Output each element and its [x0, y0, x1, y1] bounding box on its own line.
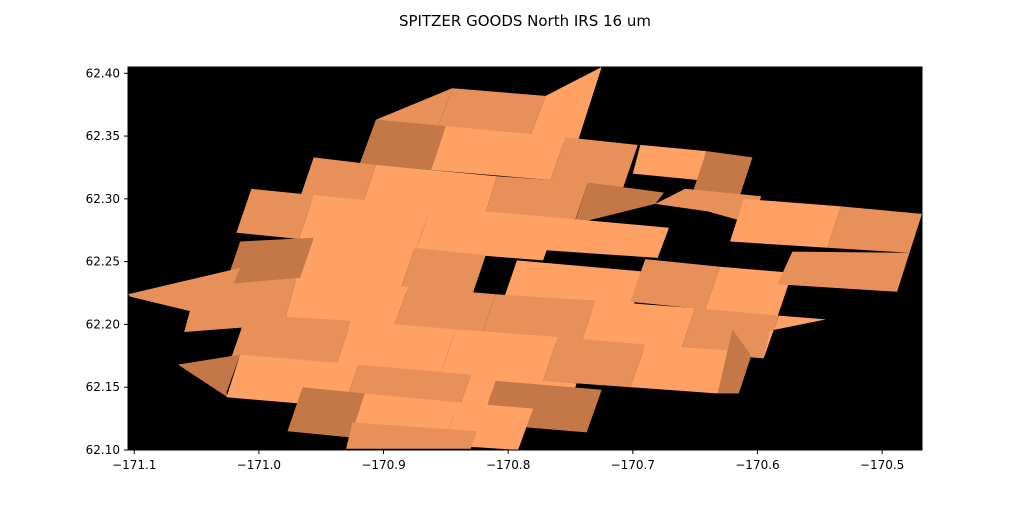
footprint-19: [225, 237, 314, 286]
footprint-34: [231, 314, 352, 365]
footprint-20: [298, 237, 415, 292]
footprint-40: [177, 354, 241, 398]
footprint-33: [763, 315, 826, 359]
footprint-31: [580, 300, 696, 353]
footprint-11: [574, 182, 664, 224]
footprint-32: [680, 308, 779, 359]
x-tick-label: −170.7: [611, 458, 655, 472]
footprint-24: [705, 266, 793, 317]
footprint-layer: [128, 67, 922, 450]
footprint-0: [435, 88, 546, 139]
footprint-38: [630, 344, 733, 394]
footprint-36: [440, 329, 558, 381]
footprint-18: [827, 206, 922, 253]
y-tick-label: 62.30: [86, 192, 120, 206]
x-tick-label: −170.6: [735, 458, 779, 472]
footprint-14: [298, 195, 431, 251]
footprint-29: [392, 286, 496, 337]
footprint-37: [543, 337, 646, 388]
y-tick-label: 62.15: [86, 380, 120, 394]
x-tick-label: −170.8: [486, 458, 530, 472]
footprint-16: [545, 217, 669, 258]
footprint-23: [630, 259, 721, 310]
footprint-4: [430, 126, 566, 180]
footprint-30: [480, 294, 596, 345]
x-axis: −171.1 −171.0 −170.9 −170.8 −170.7 −170.6 −170…: [112, 450, 904, 472]
footprint-7: [692, 151, 753, 199]
y-tick-label: 62.40: [86, 66, 120, 80]
chart-title: SPITZER GOODS North IRS 16 um: [398, 12, 651, 30]
x-tick-label: −170.5: [860, 458, 904, 472]
y-axis: 62.10 62.15 62.20 62.25 62.30 62.35 62.40: [86, 66, 128, 457]
x-tick-label: −170.9: [361, 458, 405, 472]
footprint-21: [399, 247, 486, 300]
footprint-39: [717, 329, 752, 394]
y-tick-label: 62.35: [86, 129, 120, 143]
plot-frame: [127, 66, 923, 451]
footprint-12: [655, 188, 762, 224]
y-tick-label: 62.20: [86, 317, 120, 331]
footprint-6: [632, 144, 707, 180]
footprint-17: [730, 198, 841, 248]
y-tick-label: 62.25: [86, 255, 120, 269]
footprint-45: [287, 387, 365, 438]
y-tick-label: 62.10: [86, 443, 120, 457]
footprint-28: [283, 278, 409, 331]
footprint-13: [236, 188, 314, 239]
footprint-35: [336, 320, 456, 374]
footprint-25: [777, 251, 910, 292]
footprint-15: [415, 206, 558, 261]
footprint-3: [359, 119, 446, 170]
x-tick-label: −171.1: [112, 458, 156, 472]
x-tick-label: −171.0: [237, 458, 281, 472]
footprint-1: [529, 67, 602, 145]
footprint-5: [550, 137, 638, 189]
footprint-48: [346, 422, 477, 449]
